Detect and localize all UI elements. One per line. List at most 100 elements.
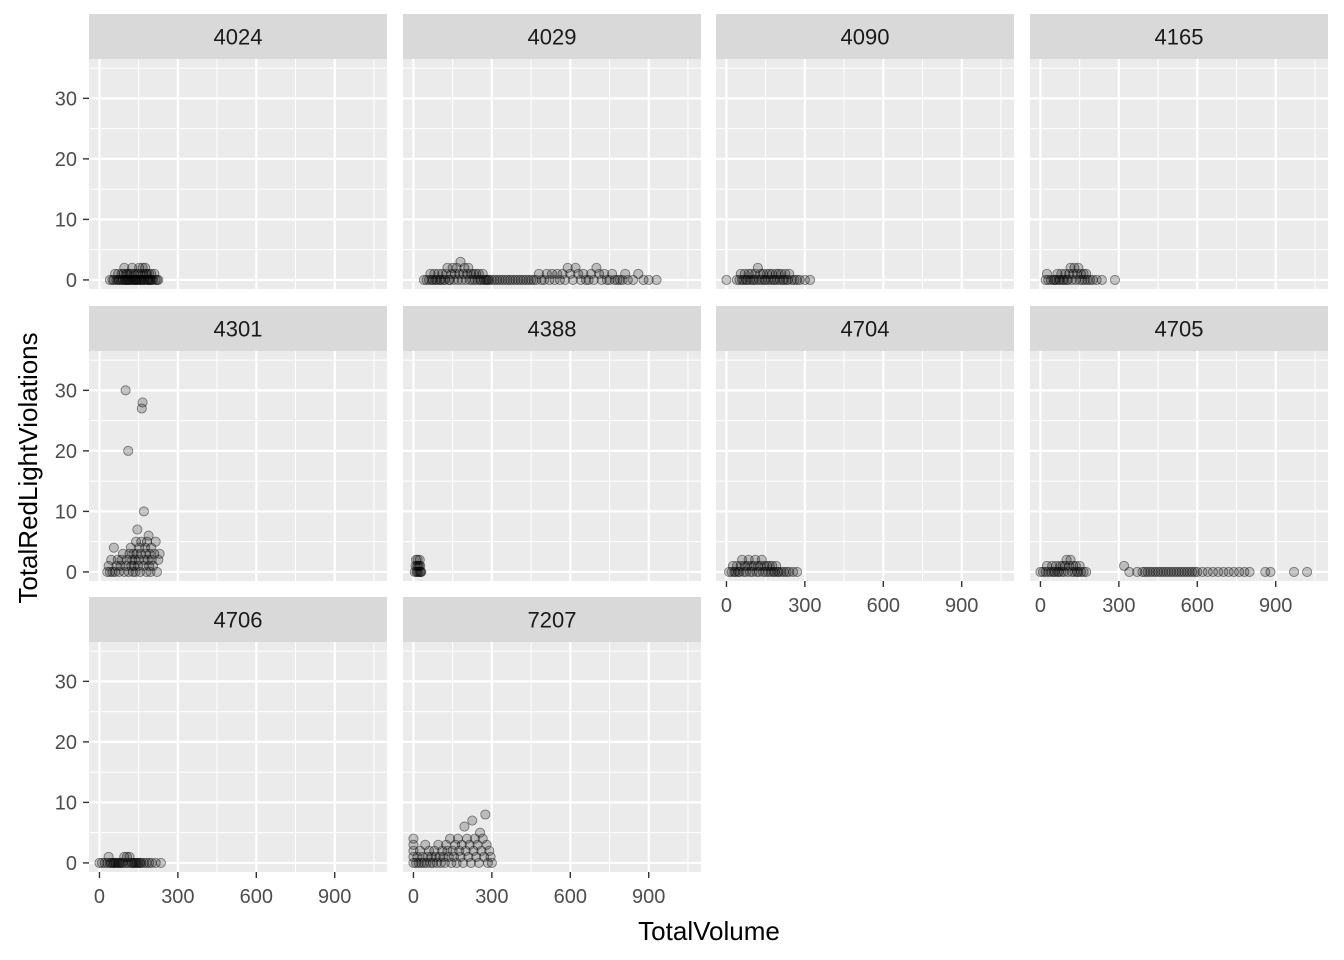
data-point [445,274,456,285]
data-point [760,566,771,577]
data-point [1087,274,1098,285]
data-point [1158,566,1169,577]
data-point [1187,566,1198,577]
data-point [743,554,754,565]
data-point [477,268,488,279]
data-point [134,566,146,577]
data-point [1239,566,1250,577]
data-point [780,268,791,279]
data-point [614,274,626,285]
data-point [125,274,136,285]
data-point [434,851,445,862]
data-point [127,857,138,868]
data-point [116,554,127,565]
data-point [473,268,484,279]
data-point [768,274,779,285]
data-point [104,566,115,577]
data-point [764,560,775,571]
data-point [131,268,142,279]
facet-panel-4704: 4704 0 300 600 900 [716,306,1014,617]
data-point [1234,566,1245,577]
data-point [599,268,610,279]
data-point [482,857,494,868]
data-point [140,262,151,273]
data-point [1207,566,1219,577]
data-point [763,274,774,285]
data-point [1041,560,1053,571]
data-point [1055,274,1066,285]
data-point [115,857,126,868]
data-point [430,851,441,862]
facet-panel-7207: 7207 0 300 600 900 [403,597,701,908]
data-point [414,560,425,571]
data-point [580,274,592,285]
data-point [117,548,129,559]
data-point [412,560,423,571]
data-point [1049,566,1060,577]
data-point [486,857,497,868]
data-point [103,851,114,862]
data-point [451,857,462,868]
x-tick-label: 300 [1102,595,1135,617]
data-point [622,274,633,285]
data-point [481,274,492,285]
data-point [758,268,769,279]
data-point [146,554,157,565]
data-point [799,274,810,285]
data-point [1065,262,1076,273]
data-point [486,274,497,285]
data-point [499,274,510,285]
data-point [146,268,157,279]
data-point [120,857,131,868]
data-point [528,274,539,285]
x-tick-label: 300 [788,595,821,617]
data-point [130,274,141,285]
data-point [146,857,157,868]
facet-panel-4029: 4029 [403,14,701,289]
data-point [116,268,127,279]
data-point [429,845,440,856]
data-point [138,274,149,285]
data-point [773,566,784,577]
y-tick-label: 30 [55,671,77,693]
data-point [1045,274,1056,285]
data-point [108,857,119,868]
data-point [1040,566,1051,577]
data-point [776,268,787,279]
data-point [776,566,787,577]
data-point [136,857,147,868]
data-point [132,524,143,535]
data-point [112,857,123,868]
data-point [151,274,163,285]
data-point [128,274,139,285]
data-point [759,274,770,285]
data-point [123,566,134,577]
data-point [758,566,769,577]
panel-background [89,59,387,289]
data-point [1062,566,1073,577]
data-point [431,857,443,868]
data-point [1145,566,1156,577]
data-point [586,268,597,279]
data-point [130,566,141,577]
x-tick-label: 600 [554,886,587,908]
data-point [1069,566,1080,577]
facet-strip [716,306,1014,351]
facet-panel-4301: 4301 0 10 20 30 [55,306,387,584]
data-point [546,268,558,279]
data-point [1142,566,1153,577]
data-point [1053,274,1064,285]
data-point [583,274,594,285]
data-point [450,268,461,279]
data-point [107,857,118,868]
facet-strip [403,597,701,642]
data-point [424,274,435,285]
data-point [412,566,423,577]
data-point [575,274,586,285]
data-point [1179,566,1190,577]
data-point [450,839,461,850]
facet-strip-label: 4165 [1155,25,1204,50]
data-point [771,560,782,571]
data-point [97,857,108,868]
